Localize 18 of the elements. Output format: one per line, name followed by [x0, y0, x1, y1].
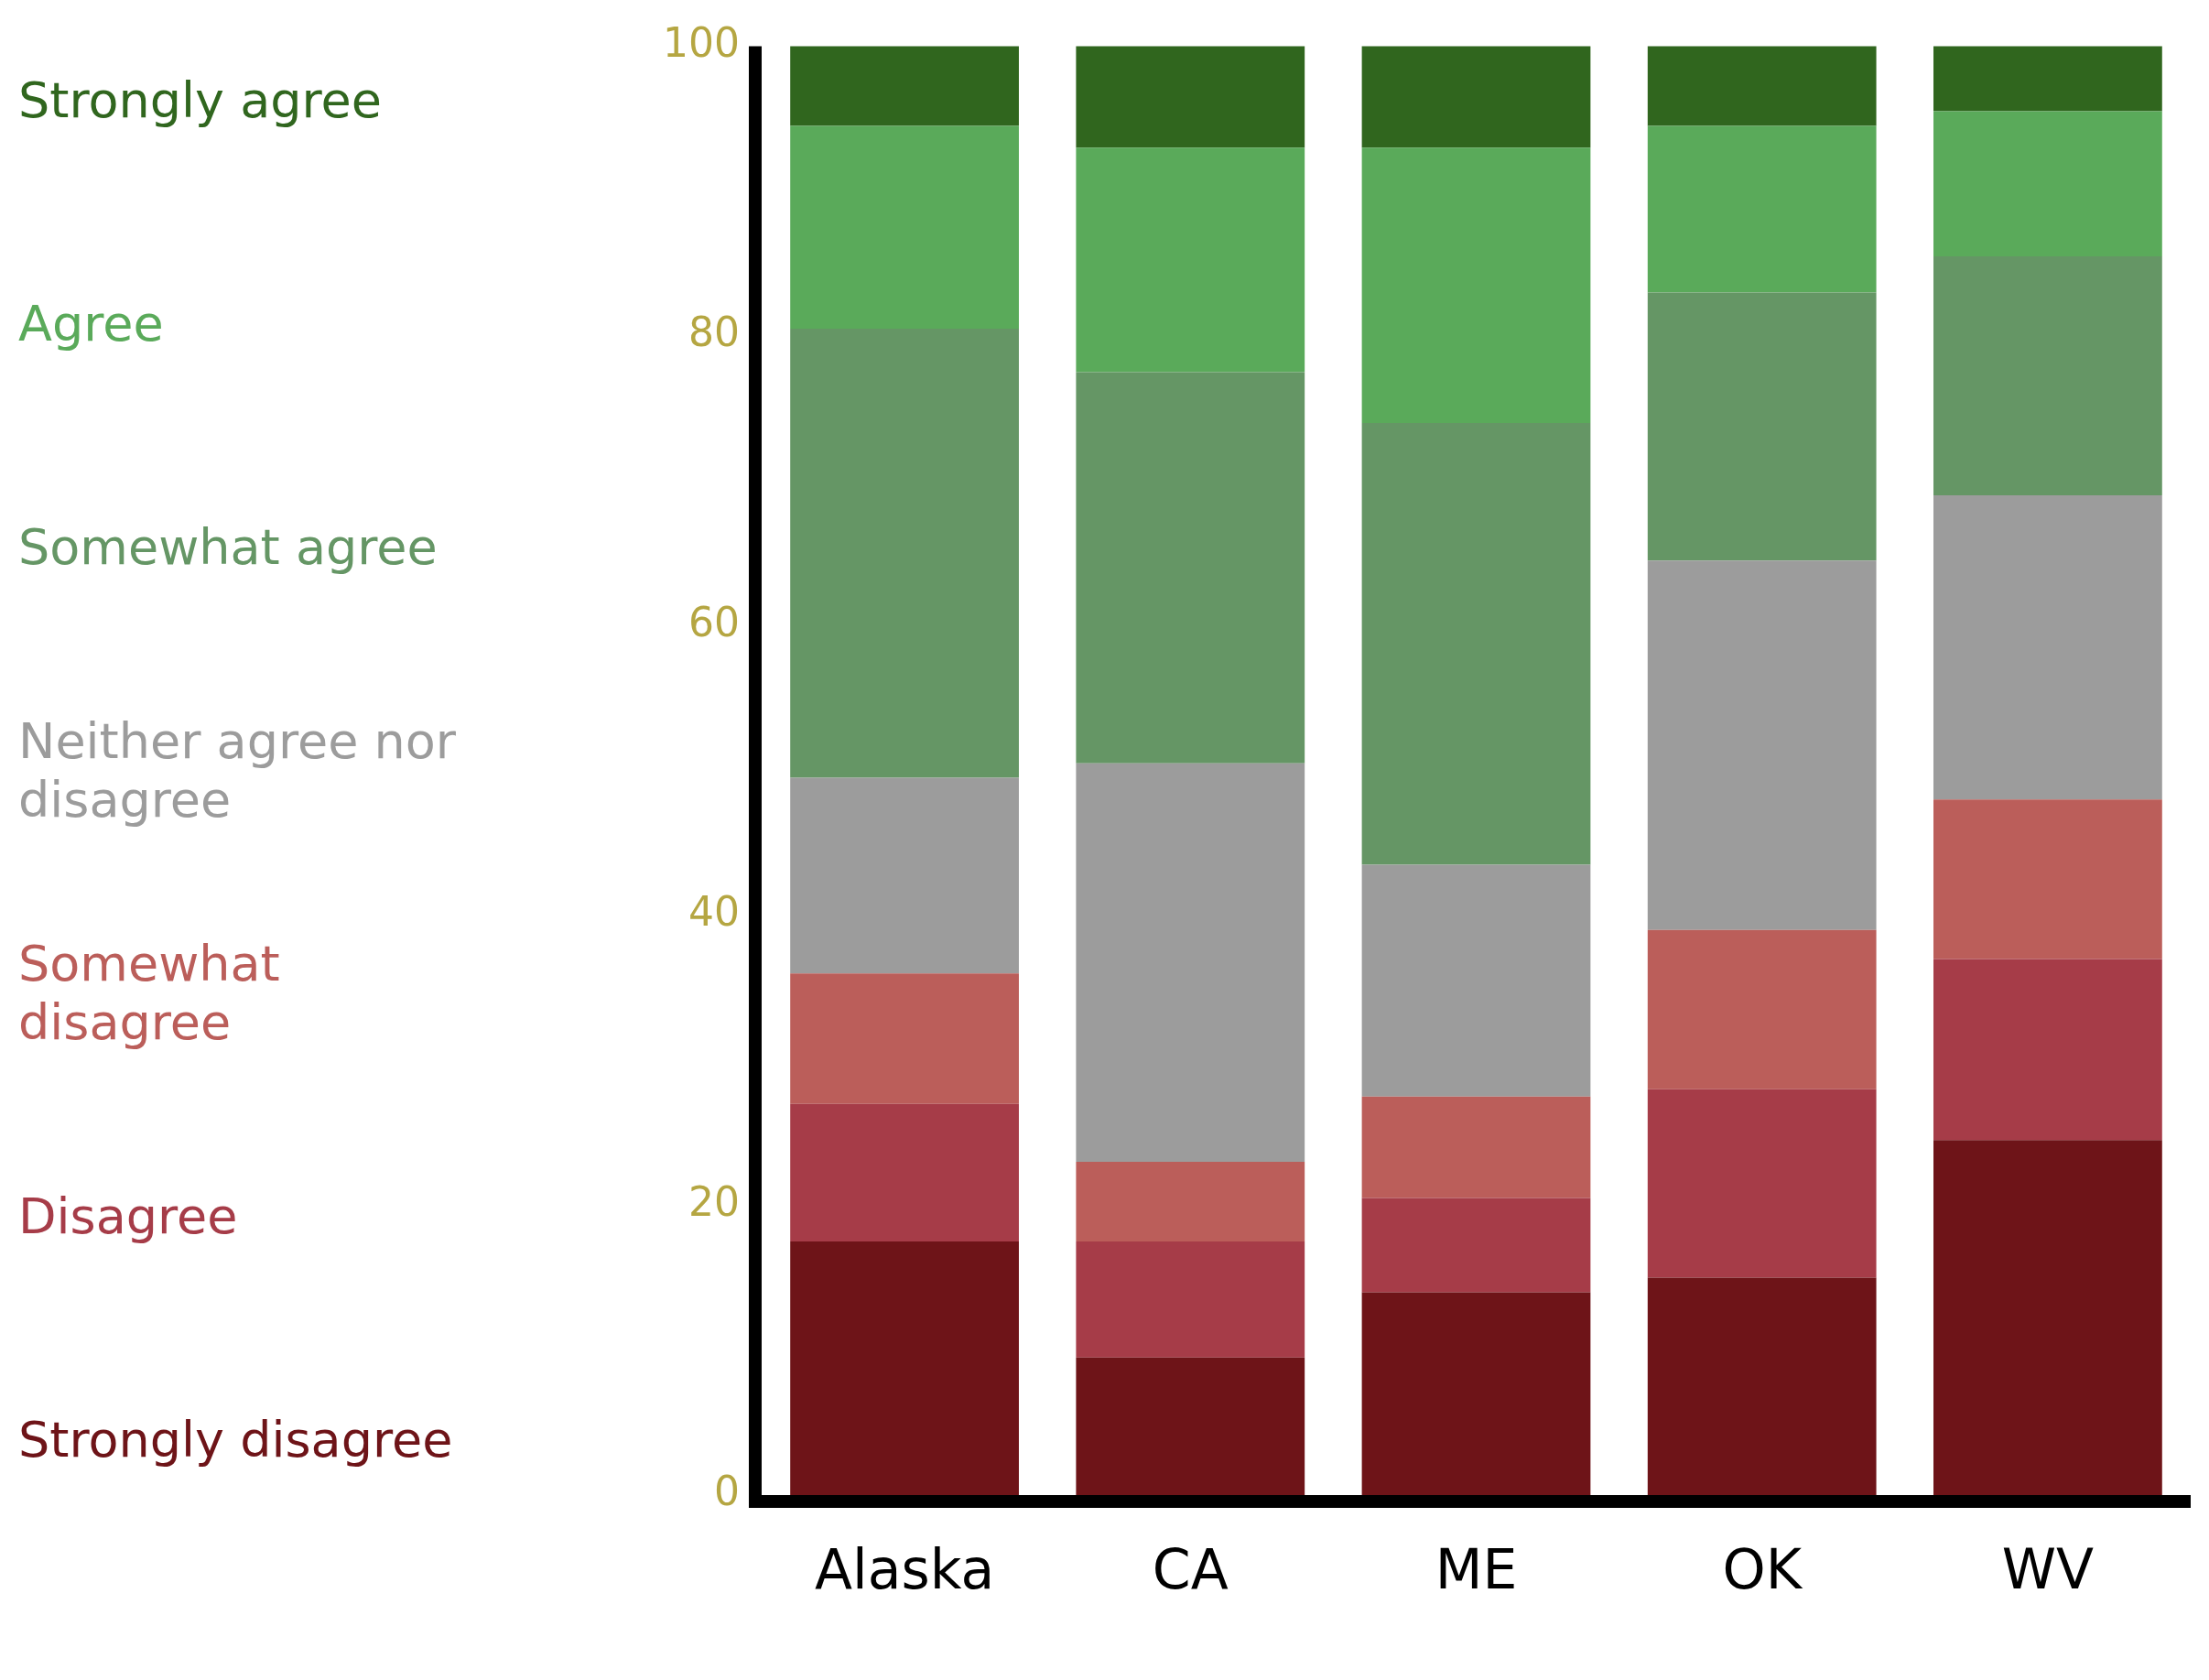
- y-tick-label: 60: [688, 598, 740, 645]
- x-tick-label: CA: [1152, 1536, 1229, 1601]
- x-tick-label: OK: [1722, 1536, 1803, 1601]
- text: Strongly agree: [18, 71, 383, 131]
- x-tick-label: ME: [1435, 1536, 1518, 1601]
- x-tick-label: Alaska: [814, 1536, 995, 1601]
- y-tick-label: 0: [713, 1468, 740, 1515]
- text: Agree: [18, 295, 165, 354]
- y-tick-label: 100: [663, 18, 740, 66]
- y-tick-label: 20: [688, 1177, 740, 1225]
- y-tick-label: 80: [688, 309, 740, 356]
- text: Strongly disagree: [18, 1411, 454, 1469]
- y-tick-label: 40: [688, 888, 740, 936]
- text: Somewhat disagree: [18, 935, 281, 1053]
- text: Disagree: [18, 1187, 239, 1247]
- x-tick-label: WV: [2001, 1536, 2095, 1601]
- text: Neither agree nor disagree: [18, 711, 458, 829]
- text: Somewhat agree: [18, 517, 439, 577]
